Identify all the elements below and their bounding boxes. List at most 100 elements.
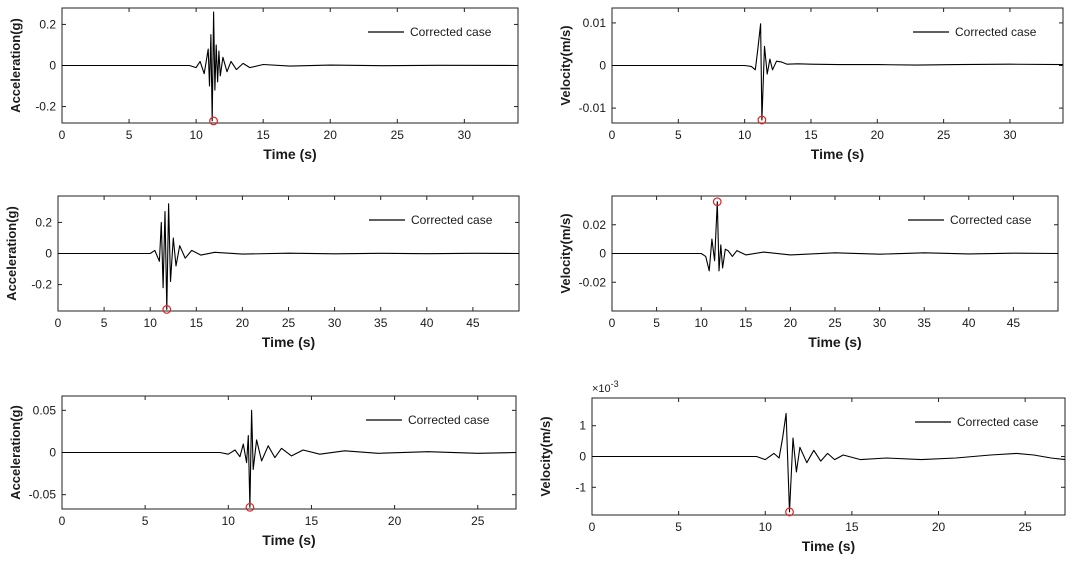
peak-marker bbox=[245, 502, 255, 512]
x-tick-label: 15 bbox=[305, 514, 319, 528]
chart-panel-6: 0 5 10 15 20 25 -1 0 1 ×10-3 Time (s) Velocity(m/s)… bbox=[538, 379, 1066, 554]
x-tick-label: 15 bbox=[845, 520, 859, 534]
x-tick-label: 5 bbox=[675, 520, 682, 534]
y-axis-label: Velocity(m/s) bbox=[558, 25, 573, 105]
y-tick-label: -0.05 bbox=[29, 488, 57, 502]
x-tick-label: 5 bbox=[653, 316, 660, 330]
x-tick-label: 15 bbox=[256, 128, 270, 142]
x-tick-label: 45 bbox=[466, 316, 480, 330]
x-tick-label: 25 bbox=[471, 514, 485, 528]
legend-label: Corrected case bbox=[411, 213, 493, 227]
peak-marker bbox=[209, 116, 218, 126]
x-tick-label: 15 bbox=[804, 128, 818, 142]
x-tick-label: 45 bbox=[1007, 316, 1021, 330]
y-axis-label: Velocity(m/s) bbox=[538, 416, 553, 496]
x-tick-label: 20 bbox=[932, 520, 946, 534]
peak-marker bbox=[785, 507, 794, 517]
x-axis-label: Time (s) bbox=[262, 532, 315, 548]
x-tick-label: 0 bbox=[589, 520, 596, 534]
x-tick-label: 10 bbox=[144, 316, 158, 330]
x-tick-label: 10 bbox=[738, 128, 752, 142]
x-tick-label: 0 bbox=[609, 128, 616, 142]
x-tick-label: 5 bbox=[101, 316, 108, 330]
y-tick-label: 0.01 bbox=[583, 16, 607, 30]
y-exponent-label: ×10-3 bbox=[592, 379, 619, 395]
x-tick-label: 30 bbox=[328, 316, 342, 330]
x-axis-label: Time (s) bbox=[262, 334, 315, 350]
x-tick-label: 30 bbox=[873, 316, 887, 330]
y-tick-label: 0 bbox=[599, 59, 606, 73]
y-tick-label: 0.02 bbox=[583, 218, 607, 232]
x-tick-label: 0 bbox=[59, 128, 66, 142]
x-tick-label: 40 bbox=[962, 316, 976, 330]
x-tick-label: 0 bbox=[59, 514, 66, 528]
legend-label: Corrected case bbox=[957, 415, 1039, 429]
y-tick-label: -0.2 bbox=[35, 100, 56, 114]
x-tick-label: 30 bbox=[1003, 128, 1017, 142]
x-tick-label: 15 bbox=[739, 316, 753, 330]
series-line bbox=[592, 412, 1066, 513]
peak-marker bbox=[712, 197, 722, 207]
x-tick-label: 10 bbox=[189, 128, 203, 142]
x-tick-label: 0 bbox=[55, 316, 62, 330]
y-tick-label: -0.02 bbox=[579, 275, 607, 289]
x-tick-label: 10 bbox=[759, 520, 773, 534]
chart-panel-3: 0 5 10 15 20 25 30 35 40 45 -0.2 0 0.2 Time (s) Accele… bbox=[4, 195, 520, 350]
x-tick-label: 20 bbox=[784, 316, 798, 330]
y-tick-label: 0 bbox=[49, 59, 56, 73]
y-tick-label: 0 bbox=[45, 247, 52, 261]
x-axis-label: Time (s) bbox=[808, 334, 861, 350]
x-tick-label: 10 bbox=[695, 316, 709, 330]
y-tick-label: 0 bbox=[599, 247, 606, 261]
peak-marker bbox=[757, 115, 767, 125]
y-axis-label: Acceleration(g) bbox=[8, 18, 23, 113]
x-tick-label: 35 bbox=[374, 316, 388, 330]
y-tick-label: 1 bbox=[579, 419, 586, 433]
y-tick-label: -0.2 bbox=[31, 278, 52, 292]
y-axis-label: Velocity(m/s) bbox=[558, 213, 573, 293]
x-tick-label: 25 bbox=[1018, 520, 1032, 534]
y-axis-label: Acceleration(g) bbox=[4, 206, 19, 301]
y-tick-label: 0.2 bbox=[35, 215, 52, 229]
x-axis-label: Time (s) bbox=[802, 538, 855, 554]
x-tick-label: 35 bbox=[918, 316, 932, 330]
x-tick-label: 20 bbox=[871, 128, 885, 142]
x-tick-label: 25 bbox=[937, 128, 951, 142]
legend-label: Corrected case bbox=[410, 25, 492, 39]
x-tick-label: 5 bbox=[142, 514, 149, 528]
x-axis-label: Time (s) bbox=[263, 146, 316, 162]
series-line bbox=[62, 409, 517, 508]
y-tick-label: 0.2 bbox=[39, 17, 56, 31]
x-axis-label: Time (s) bbox=[811, 146, 864, 162]
x-tick-label: 20 bbox=[324, 128, 338, 142]
x-tick-label: 25 bbox=[282, 316, 296, 330]
series-line bbox=[58, 203, 520, 310]
y-tick-label: 0 bbox=[49, 446, 56, 460]
x-tick-label: 0 bbox=[609, 316, 616, 330]
x-tick-label: 30 bbox=[458, 128, 472, 142]
x-tick-label: 40 bbox=[420, 316, 434, 330]
x-tick-label: 20 bbox=[236, 316, 250, 330]
x-tick-label: 25 bbox=[391, 128, 405, 142]
x-tick-label: 10 bbox=[222, 514, 236, 528]
x-tick-label: 25 bbox=[828, 316, 842, 330]
legend-label: Corrected case bbox=[408, 413, 490, 427]
series-line bbox=[612, 23, 1064, 121]
legend-label: Corrected case bbox=[955, 25, 1037, 39]
series-line bbox=[62, 11, 519, 122]
legend-label: Corrected case bbox=[950, 213, 1032, 227]
series-line bbox=[612, 201, 1059, 272]
y-tick-label: 0.05 bbox=[33, 403, 57, 417]
x-tick-label: 5 bbox=[126, 128, 133, 142]
y-tick-label: 0 bbox=[579, 450, 586, 464]
y-tick-label: -0.01 bbox=[579, 101, 607, 115]
x-tick-label: 15 bbox=[190, 316, 204, 330]
x-tick-label: 5 bbox=[675, 128, 682, 142]
peak-marker bbox=[162, 305, 172, 314]
x-tick-label: 20 bbox=[388, 514, 402, 528]
y-tick-label: -1 bbox=[575, 480, 586, 494]
